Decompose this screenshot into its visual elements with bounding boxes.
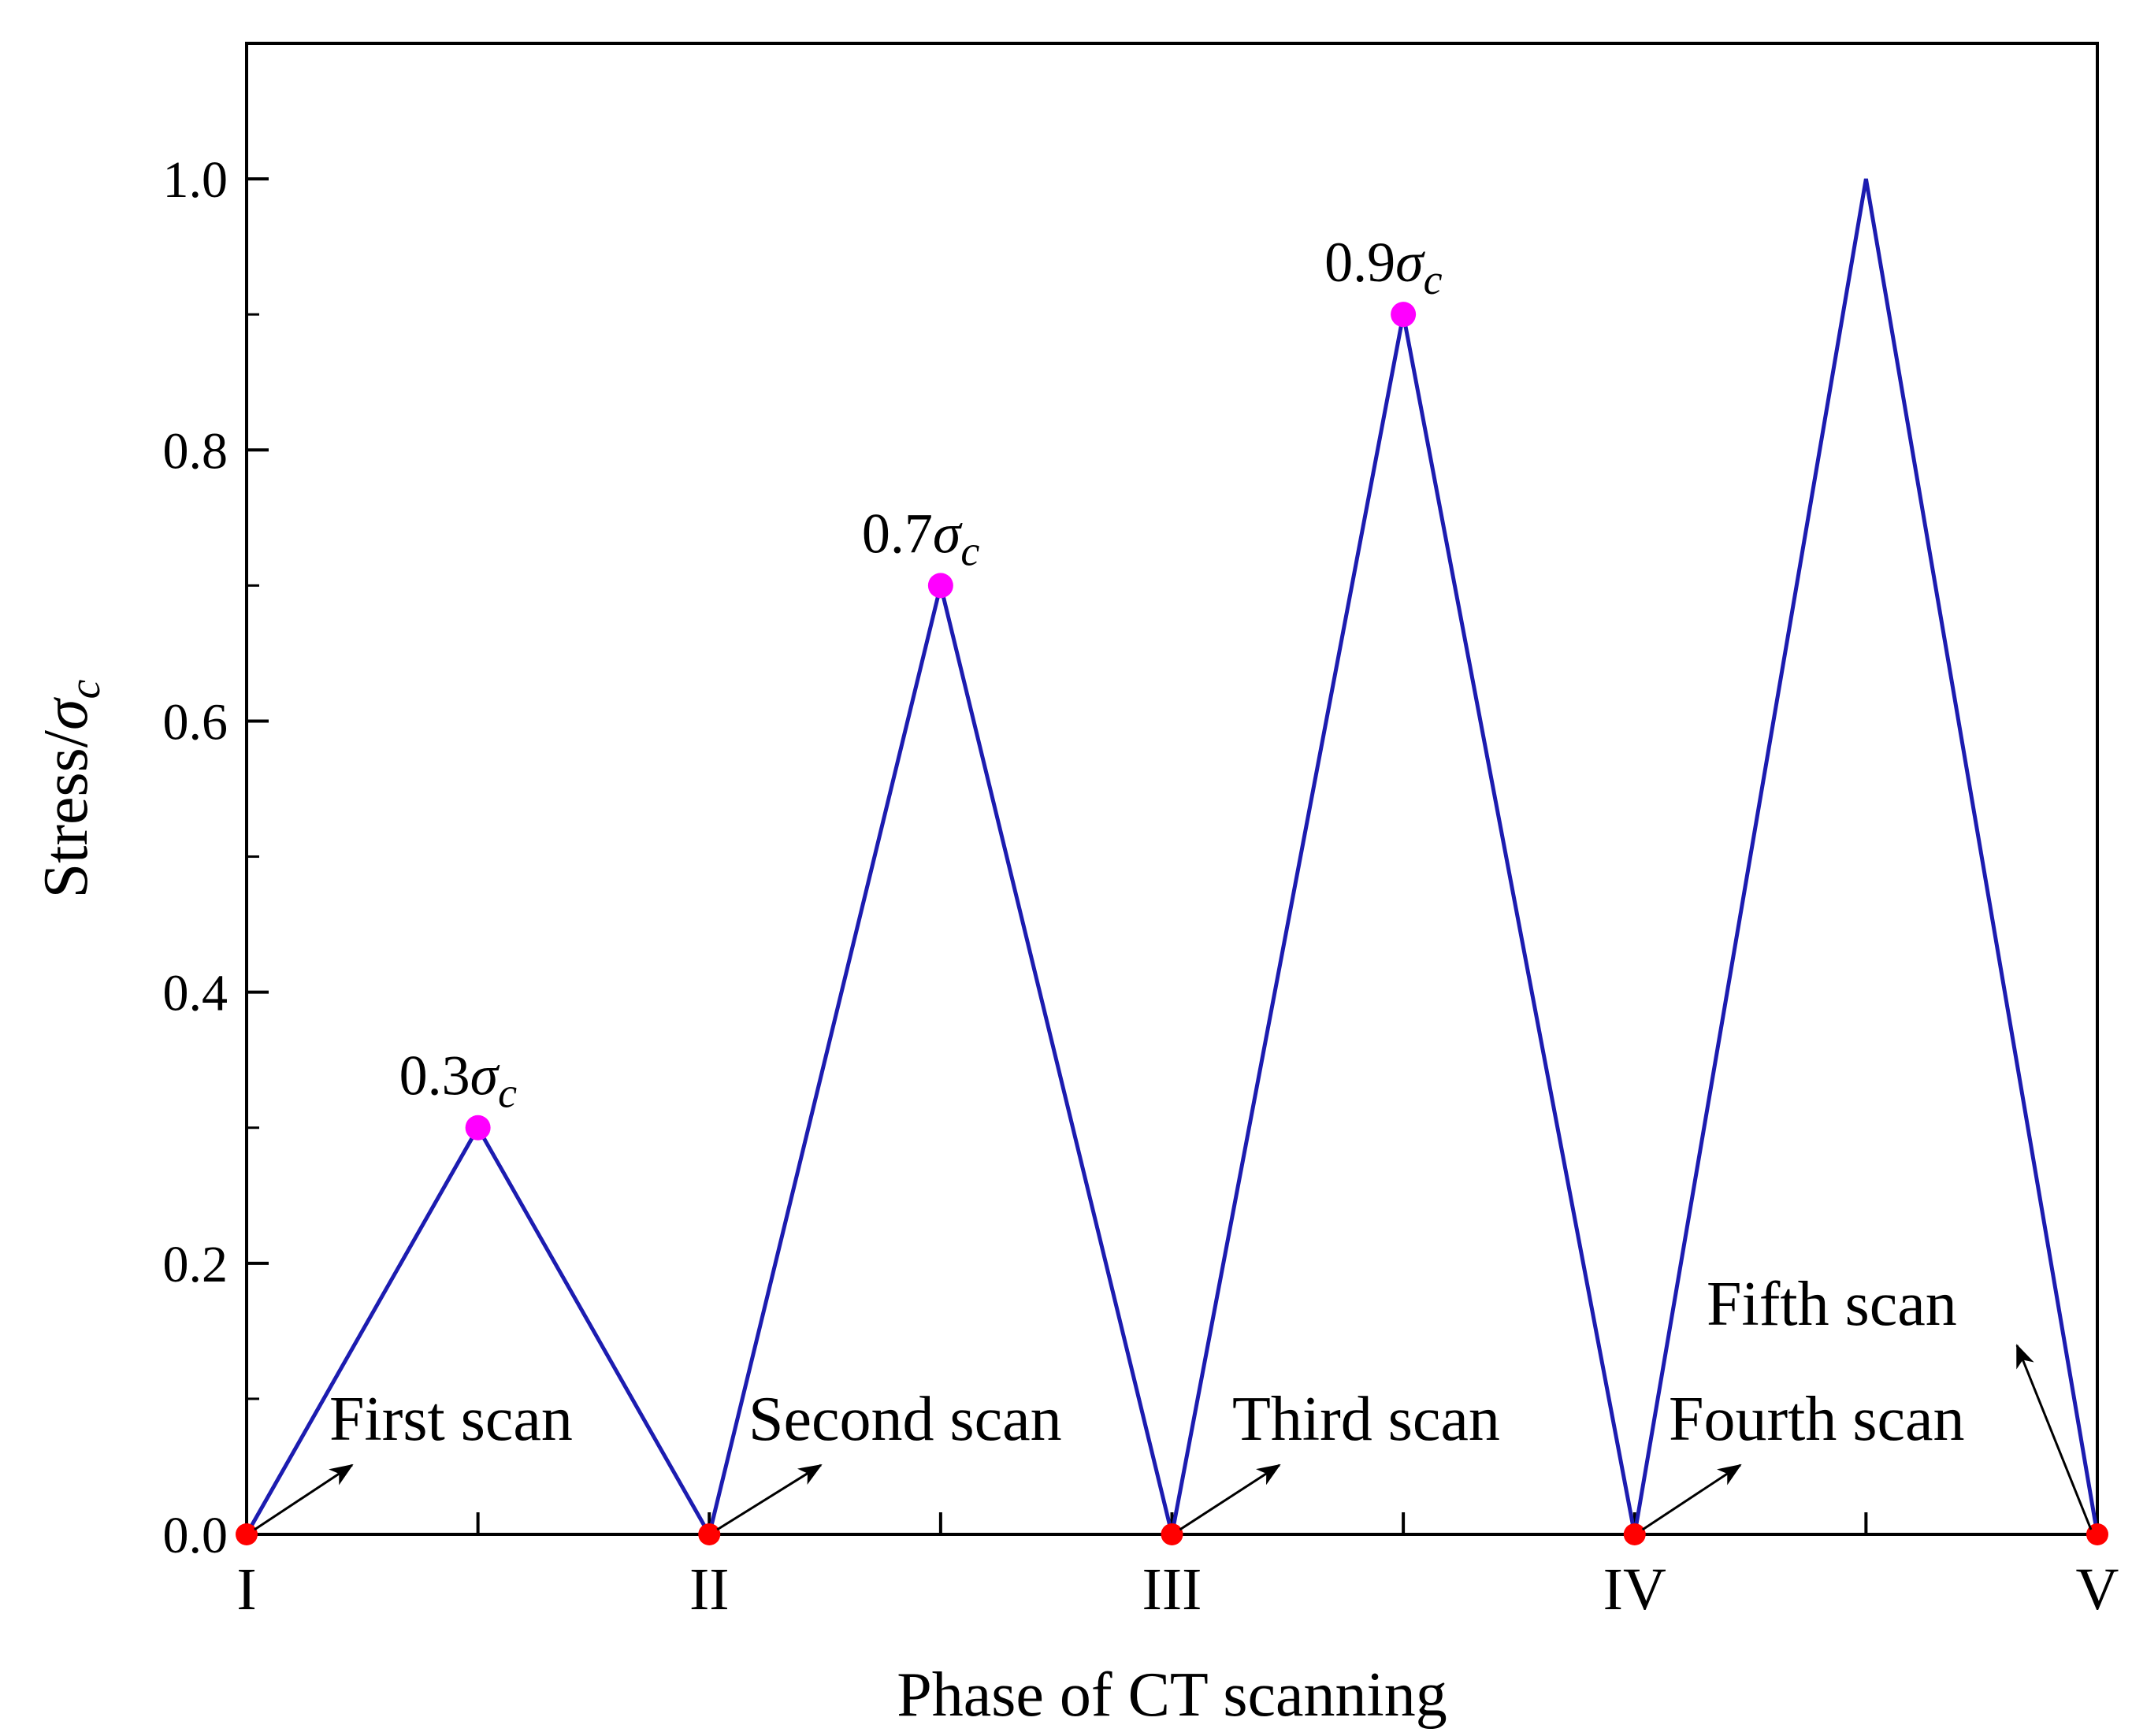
- peak-point: [465, 1115, 491, 1141]
- x-tick-label: I: [236, 1556, 256, 1623]
- scan-annotation: Fifth scan: [1707, 1270, 1957, 1339]
- scan-annotation: Third scan: [1232, 1385, 1500, 1454]
- scan-point: [698, 1523, 721, 1545]
- x-tick-label: IV: [1603, 1556, 1666, 1623]
- annotation-arrow: [1641, 1463, 1742, 1531]
- scan-annotation: Second scan: [748, 1385, 1062, 1454]
- peak-label: 0.9σc: [1324, 231, 1443, 303]
- annotation-arrow: [716, 1463, 823, 1531]
- peak-label: 0.7σc: [862, 502, 980, 574]
- x-tick-label: III: [1142, 1556, 1202, 1623]
- peak-point: [1391, 302, 1417, 328]
- x-tick-label: II: [689, 1556, 730, 1623]
- y-tick-label: 0.8: [163, 422, 228, 480]
- x-axis-title: Phase of CT scanning: [897, 1660, 1447, 1730]
- y-tick-label: 0.0: [163, 1507, 228, 1564]
- y-tick-label: 1.0: [163, 151, 228, 209]
- annotation-arrow: [254, 1463, 354, 1531]
- y-tick-label: 0.2: [163, 1236, 228, 1293]
- y-axis-title: Stress/σc: [32, 680, 110, 899]
- scan-point: [1161, 1523, 1183, 1545]
- annotation-arrow: [1179, 1463, 1281, 1531]
- peak-point: [927, 573, 953, 599]
- marker-layer: 0.3σc 0.7σc 0.9σc: [236, 231, 2108, 1545]
- x-tick-label: V: [2076, 1556, 2119, 1623]
- scan-annotation: Fourth scan: [1669, 1385, 1965, 1454]
- y-tick-label: 0.4: [163, 965, 228, 1022]
- scan-point: [236, 1523, 258, 1545]
- y-tick-label: 0.6: [163, 693, 228, 751]
- annotation-arrow: [2015, 1344, 2093, 1530]
- peak-label: 0.3σc: [399, 1044, 518, 1117]
- scan-annotation: First scan: [329, 1385, 573, 1454]
- scan-point: [1623, 1523, 1646, 1545]
- annotation-layer: First scan Second scan Third scan Fourth sc…: [254, 1270, 2093, 1531]
